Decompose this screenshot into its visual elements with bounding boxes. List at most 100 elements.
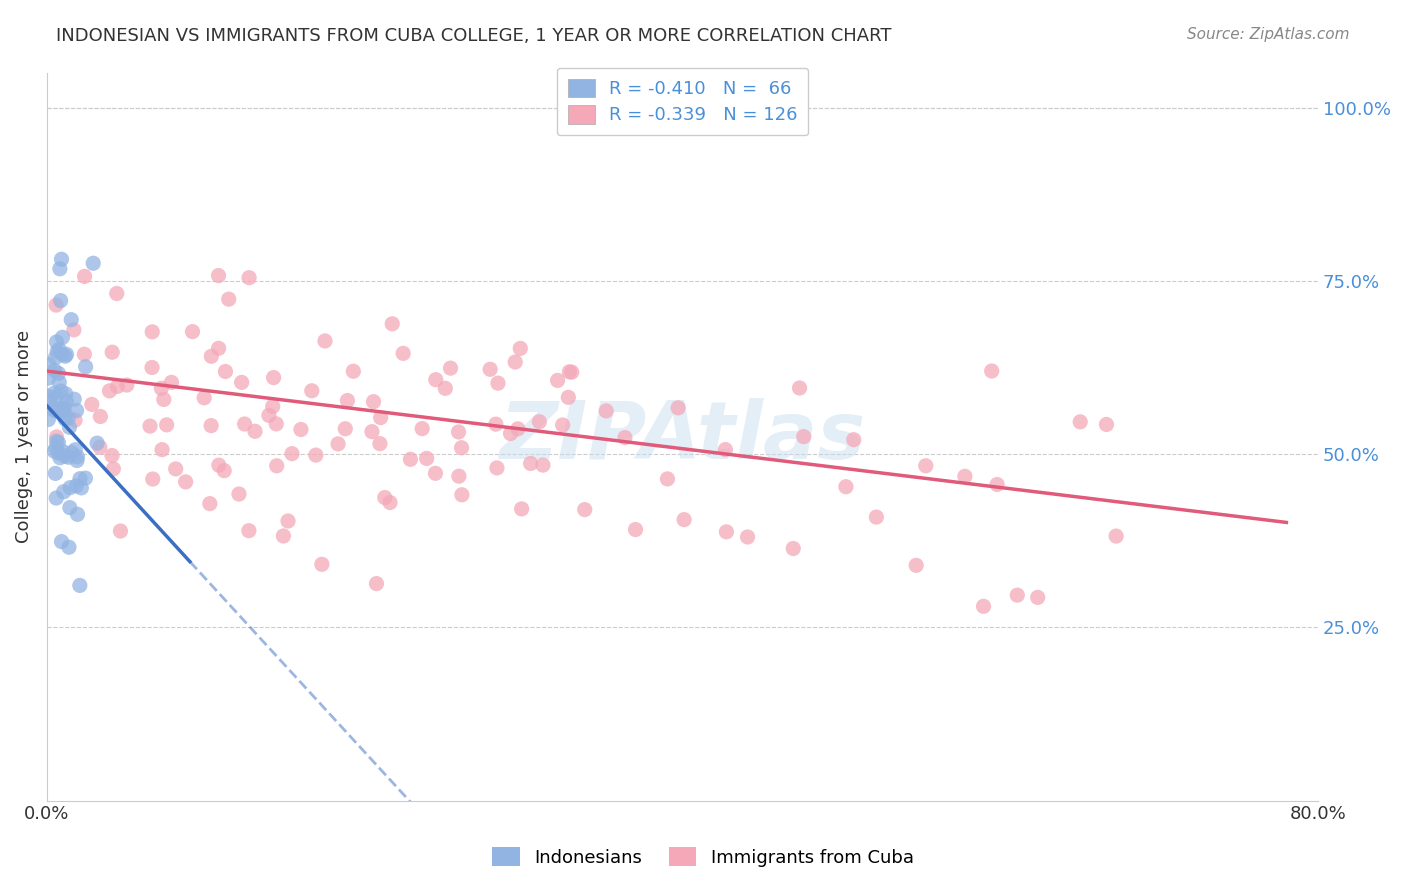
Indonesians xyxy=(49,293,72,308)
Indonesians xyxy=(45,434,67,449)
Immigrants from Cuba xyxy=(150,442,173,457)
Immigrants from Cuba xyxy=(238,270,260,285)
Indonesians xyxy=(44,351,66,365)
Immigrants from Cuba xyxy=(207,341,229,355)
Legend: R = -0.410   N =  66, R = -0.339   N = 126: R = -0.410 N = 66, R = -0.339 N = 126 xyxy=(557,68,808,136)
Indonesians xyxy=(53,349,76,363)
Immigrants from Cuba xyxy=(551,417,574,432)
Indonesians xyxy=(70,481,93,495)
Indonesians xyxy=(42,403,65,417)
Indonesians xyxy=(58,540,80,554)
Indonesians xyxy=(45,390,67,404)
Immigrants from Cuba xyxy=(264,417,287,431)
Immigrants from Cuba xyxy=(89,440,111,454)
Immigrants from Cuba xyxy=(506,422,529,436)
Immigrants from Cuba xyxy=(105,286,128,301)
Indonesians xyxy=(45,334,67,349)
Indonesians xyxy=(51,534,73,549)
Immigrants from Cuba xyxy=(198,497,221,511)
Indonesians xyxy=(48,435,70,450)
Indonesians xyxy=(59,500,82,515)
Indonesians xyxy=(44,401,66,415)
Immigrants from Cuba xyxy=(98,384,121,398)
Immigrants from Cuba xyxy=(986,477,1008,491)
Immigrants from Cuba xyxy=(793,429,815,443)
Immigrants from Cuba xyxy=(290,422,312,436)
Immigrants from Cuba xyxy=(45,298,67,312)
Indonesians xyxy=(52,444,75,458)
Immigrants from Cuba xyxy=(557,390,579,404)
Indonesians xyxy=(45,404,67,418)
Text: INDONESIAN VS IMMIGRANTS FROM CUBA COLLEGE, 1 YEAR OR MORE CORRELATION CHART: INDONESIAN VS IMMIGRANTS FROM CUBA COLLE… xyxy=(56,27,891,45)
Immigrants from Cuba xyxy=(842,433,865,447)
Immigrants from Cuba xyxy=(529,415,551,429)
Immigrants from Cuba xyxy=(277,514,299,528)
Immigrants from Cuba xyxy=(152,392,174,407)
Immigrants from Cuba xyxy=(231,376,253,390)
Indonesians xyxy=(38,358,60,372)
Immigrants from Cuba xyxy=(218,292,240,306)
Immigrants from Cuba xyxy=(392,346,415,360)
Immigrants from Cuba xyxy=(174,475,197,489)
Immigrants from Cuba xyxy=(415,451,437,466)
Indonesians xyxy=(48,367,70,381)
Text: Source: ZipAtlas.com: Source: ZipAtlas.com xyxy=(1187,27,1350,42)
Immigrants from Cuba xyxy=(181,325,204,339)
Immigrants from Cuba xyxy=(479,362,502,376)
Immigrants from Cuba xyxy=(243,425,266,439)
Indonesians xyxy=(37,412,59,426)
Indonesians xyxy=(44,363,66,377)
Immigrants from Cuba xyxy=(301,384,323,398)
Indonesians xyxy=(51,252,73,267)
Immigrants from Cuba xyxy=(165,462,187,476)
Immigrants from Cuba xyxy=(273,529,295,543)
Immigrants from Cuba xyxy=(381,317,404,331)
Immigrants from Cuba xyxy=(835,480,858,494)
Indonesians xyxy=(52,401,75,416)
Indonesians xyxy=(44,444,66,458)
Immigrants from Cuba xyxy=(439,361,461,376)
Immigrants from Cuba xyxy=(657,472,679,486)
Indonesians xyxy=(51,403,73,417)
Immigrants from Cuba xyxy=(914,458,936,473)
Indonesians xyxy=(66,453,89,467)
Immigrants from Cuba xyxy=(305,448,328,462)
Immigrants from Cuba xyxy=(503,355,526,369)
Indonesians xyxy=(65,403,87,417)
Immigrants from Cuba xyxy=(485,461,508,475)
Indonesians xyxy=(66,450,89,464)
Immigrants from Cuba xyxy=(101,345,124,359)
Immigrants from Cuba xyxy=(450,441,472,455)
Immigrants from Cuba xyxy=(561,365,583,379)
Immigrants from Cuba xyxy=(110,524,132,538)
Immigrants from Cuba xyxy=(314,334,336,348)
Immigrants from Cuba xyxy=(673,513,696,527)
Indonesians xyxy=(55,394,77,409)
Immigrants from Cuba xyxy=(336,393,359,408)
Immigrants from Cuba xyxy=(865,510,887,524)
Immigrants from Cuba xyxy=(558,365,581,379)
Indonesians xyxy=(65,442,87,457)
Immigrants from Cuba xyxy=(451,488,474,502)
Immigrants from Cuba xyxy=(447,425,470,439)
Immigrants from Cuba xyxy=(531,458,554,472)
Immigrants from Cuba xyxy=(73,347,96,361)
Immigrants from Cuba xyxy=(208,458,231,472)
Immigrants from Cuba xyxy=(200,418,222,433)
Immigrants from Cuba xyxy=(399,452,422,467)
Immigrants from Cuba xyxy=(142,472,165,486)
Indonesians xyxy=(69,578,91,592)
Indonesians xyxy=(45,491,67,505)
Immigrants from Cuba xyxy=(499,426,522,441)
Immigrants from Cuba xyxy=(89,409,111,424)
Immigrants from Cuba xyxy=(370,410,392,425)
Immigrants from Cuba xyxy=(411,421,433,435)
Immigrants from Cuba xyxy=(366,576,388,591)
Indonesians xyxy=(55,347,77,361)
Immigrants from Cuba xyxy=(378,495,401,509)
Immigrants from Cuba xyxy=(263,370,285,384)
Y-axis label: College, 1 year or more: College, 1 year or more xyxy=(15,330,32,543)
Immigrants from Cuba xyxy=(63,413,86,427)
Indonesians xyxy=(38,389,60,403)
Immigrants from Cuba xyxy=(737,530,759,544)
